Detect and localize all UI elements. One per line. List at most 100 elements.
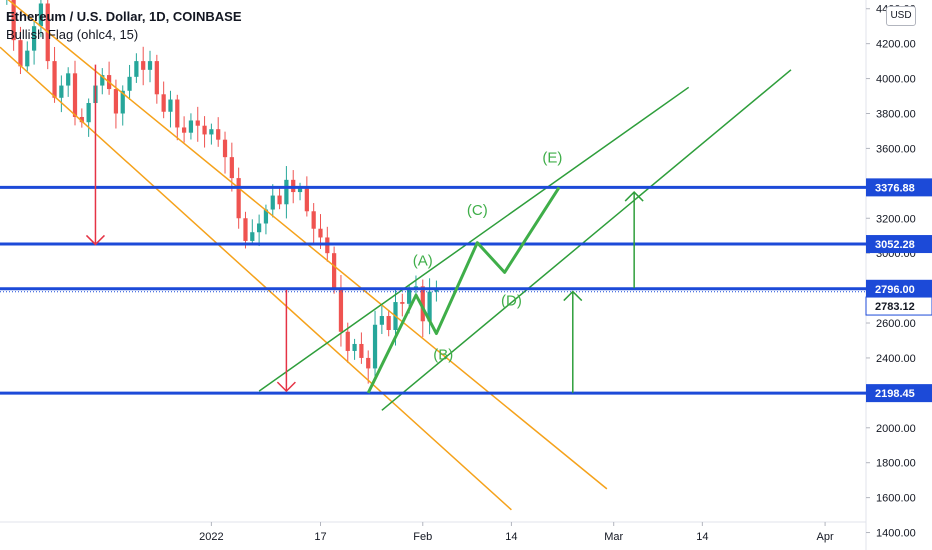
candle-body [400, 302, 405, 304]
level-label: 2783.12 [875, 301, 915, 313]
trend-line [258, 86, 690, 392]
price-tick-label: 1600.00 [876, 493, 916, 505]
level-label-box [866, 235, 932, 254]
price-tick-label: 2600.00 [876, 318, 916, 330]
candle-body [229, 157, 234, 179]
candle-body [25, 50, 30, 67]
candle-body [120, 90, 125, 114]
candle-body [86, 103, 91, 123]
level-label-box [865, 296, 932, 316]
time-tick-label: Apr [817, 531, 834, 543]
chart-header: Ethereum / U.S. Dollar, 1D, COINBASE Bul… [6, 8, 242, 44]
arrow-head [624, 191, 644, 202]
candle-body [332, 253, 337, 289]
price-tick-label: 2000.00 [876, 423, 916, 435]
candle-body [372, 324, 378, 369]
candle-body [18, 40, 23, 67]
candle-body [366, 357, 371, 369]
candle-body [127, 76, 132, 91]
time-tick-label: Mar [604, 531, 623, 543]
candle-body [352, 343, 357, 351]
candle-body [11, 0, 16, 41]
candle-body [304, 188, 309, 212]
wave-path: (A) (B) (C) (D) (E) [366, 149, 562, 394]
candle-body [263, 209, 269, 224]
price-tick-label: 4200.00 [876, 39, 916, 51]
arrow-head [563, 290, 583, 302]
candle-body [141, 61, 146, 70]
candle-body [72, 73, 78, 117]
candle-body [236, 178, 241, 219]
level-label-box [866, 178, 932, 197]
level-label-box [866, 384, 932, 403]
candle-body [59, 85, 64, 98]
candle-body [345, 331, 350, 351]
candle-body [188, 120, 194, 133]
candle-body [161, 94, 166, 112]
arrow-head [276, 381, 296, 393]
price-tick-label: 1800.00 [876, 458, 916, 470]
level-label: 3052.28 [875, 239, 915, 251]
wave-label: (E) [542, 149, 562, 166]
wave-label: (C) [467, 202, 488, 219]
wave-label: (A) [413, 252, 433, 269]
candle-body [175, 99, 180, 128]
candle-body [270, 195, 275, 210]
currency-button[interactable]: USD [886, 6, 916, 26]
wave-polyline [366, 186, 561, 394]
candle-body [318, 228, 323, 238]
wave-label: (D) [501, 293, 522, 310]
time-tick-label: 14 [696, 531, 708, 543]
candle-body [147, 61, 153, 70]
price-tick-label: 3200.00 [876, 213, 916, 225]
candle-body [168, 99, 173, 112]
arrows [85, 64, 644, 393]
candle-body [66, 73, 71, 86]
candle-body [154, 61, 159, 95]
candle-body [420, 286, 425, 322]
candle-body [202, 125, 207, 135]
candle-body [257, 223, 262, 233]
candle-body [311, 211, 316, 229]
candle-body [386, 316, 391, 330]
wave-label: (B) [433, 347, 453, 364]
candle-body [243, 218, 248, 241]
indicator-legend[interactable]: Bullish Flag (ohlc4, 15) [6, 27, 139, 42]
candle-body [181, 127, 187, 133]
price-tick-label: 3800.00 [876, 108, 916, 120]
price-tick-label: 3600.00 [876, 143, 916, 155]
candle-body [338, 288, 344, 332]
candle-body [427, 291, 432, 322]
candle-body [216, 129, 221, 140]
candle-body [250, 232, 255, 241]
candle-body [222, 139, 228, 158]
candle-body [31, 26, 37, 51]
horizontal-levels [0, 185, 866, 395]
time-tick-label: 14 [505, 531, 517, 543]
symbol-title: Ethereum / U.S. Dollar, 1D, COINBASE [6, 9, 242, 24]
candle-body [38, 3, 44, 27]
candle-body [79, 116, 84, 123]
time-tick-label: 2022 [199, 531, 223, 543]
level-label-box [866, 279, 932, 298]
candle-body [100, 75, 105, 86]
candle-body [359, 343, 364, 358]
trend-line [7, 0, 608, 490]
candle-body [277, 195, 282, 205]
candle-body [195, 120, 200, 126]
trend-lines [0, 0, 792, 511]
trend-line [381, 69, 792, 411]
candle-body [134, 61, 139, 77]
candle-body [379, 316, 384, 325]
level-label: 2198.45 [875, 388, 915, 400]
level-labels: 3376.88 3052.28 2796.00 2783.12 2198.45 [865, 178, 932, 403]
candle-body [113, 89, 119, 114]
time-tick-label: Feb [413, 531, 432, 543]
price-tick-label: 4000.00 [876, 74, 916, 86]
candle-body [209, 129, 214, 135]
candles [6, 0, 439, 384]
level-label: 2796.00 [875, 284, 915, 296]
time-tick-label: 17 [314, 531, 326, 543]
